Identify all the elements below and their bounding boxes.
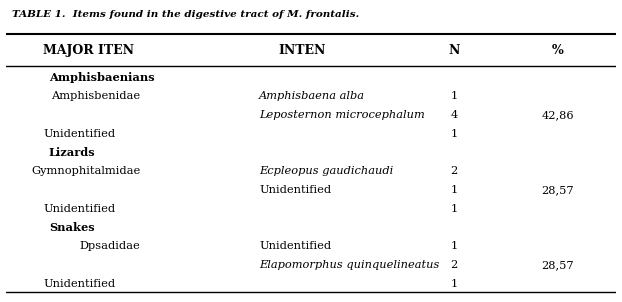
Text: Dpsadidae: Dpsadidae xyxy=(80,241,141,251)
Text: 2: 2 xyxy=(450,166,458,176)
Text: 1: 1 xyxy=(450,241,458,251)
Text: 2: 2 xyxy=(450,260,458,270)
Text: 42,86: 42,86 xyxy=(542,110,574,120)
Text: MAJOR ITEN: MAJOR ITEN xyxy=(43,44,134,57)
Text: Amphisbenidae: Amphisbenidae xyxy=(51,91,141,101)
Text: INTEN: INTEN xyxy=(278,44,325,57)
Text: Gymnophitalmidae: Gymnophitalmidae xyxy=(31,166,141,176)
Text: TABLE 1.  Items found in the digestive tract of M. frontalis.: TABLE 1. Items found in the digestive tr… xyxy=(12,10,360,19)
Text: Unidentified: Unidentified xyxy=(259,185,332,195)
Text: Amphisbaenians: Amphisbaenians xyxy=(49,72,154,83)
Text: Unidentified: Unidentified xyxy=(44,129,116,139)
Text: 1: 1 xyxy=(450,91,458,101)
Text: 28,57: 28,57 xyxy=(542,185,574,195)
Text: Ecpleopus gaudichaudi: Ecpleopus gaudichaudi xyxy=(259,166,394,176)
Text: 1: 1 xyxy=(450,204,458,214)
Text: 28,57: 28,57 xyxy=(542,260,574,270)
Text: %: % xyxy=(552,44,564,57)
Text: 1: 1 xyxy=(450,185,458,195)
Text: Elapomorphus quinquelineatus: Elapomorphus quinquelineatus xyxy=(259,260,440,270)
Text: Leposternon microcephalum: Leposternon microcephalum xyxy=(259,110,425,120)
Text: Lizards: Lizards xyxy=(49,147,96,158)
Text: N: N xyxy=(448,44,460,57)
Text: 1: 1 xyxy=(450,279,458,289)
Text: Snakes: Snakes xyxy=(49,222,95,233)
Text: 1: 1 xyxy=(450,129,458,139)
Text: Unidentified: Unidentified xyxy=(44,204,116,214)
Text: Unidentified: Unidentified xyxy=(44,279,116,289)
Text: 4: 4 xyxy=(450,110,458,120)
Text: Amphisbaena alba: Amphisbaena alba xyxy=(259,91,365,101)
Text: Unidentified: Unidentified xyxy=(259,241,332,251)
